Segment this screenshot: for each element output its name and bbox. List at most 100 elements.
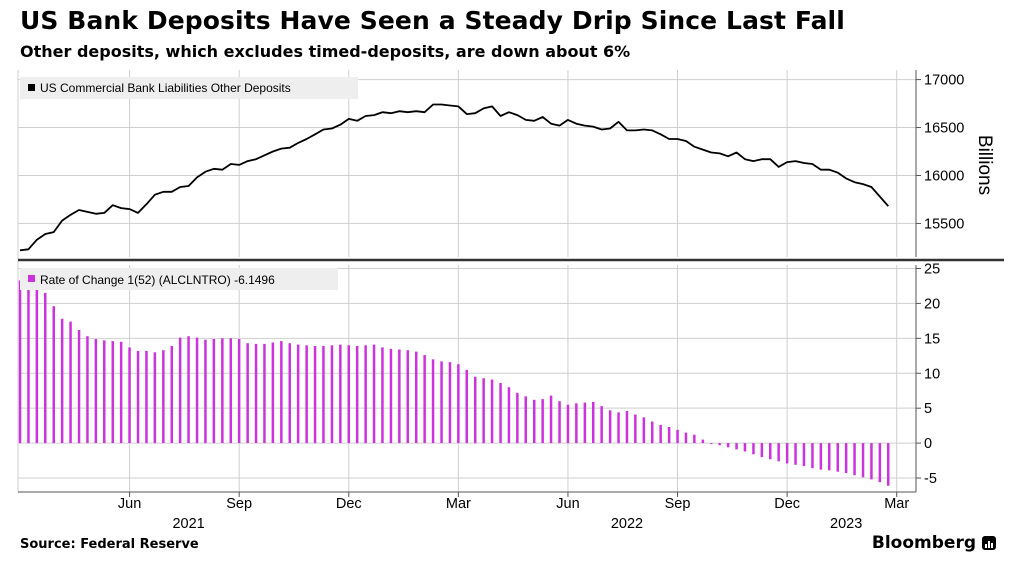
bottom-y-tick-label: 25 [924, 261, 940, 277]
bottom-y-tick-label: 10 [924, 366, 940, 382]
roc-bar [119, 341, 123, 444]
roc-bar [178, 337, 182, 444]
roc-bar [465, 369, 468, 444]
top-y-tick-label: 16000 [924, 168, 964, 184]
roc-bar [153, 352, 157, 444]
roc-bar [861, 443, 865, 478]
bloomberg-chart-icon [982, 536, 996, 550]
x-year-label: 2023 [830, 516, 862, 532]
roc-bar [440, 361, 443, 444]
roc-bar [44, 292, 47, 444]
roc-bar [735, 443, 738, 450]
x-month-label: Dec [336, 496, 362, 512]
roc-bar [381, 347, 384, 444]
roc-bar [221, 338, 224, 444]
roc-bar [372, 344, 376, 444]
roc-bar [507, 387, 511, 444]
top-panel-y-ticks: 15500 16000 16500 17000 [916, 73, 964, 232]
roc-bar [69, 321, 72, 444]
roc-bar [355, 346, 359, 444]
roc-bar [710, 443, 713, 444]
roc-bar [35, 282, 39, 444]
roc-bar [870, 443, 873, 480]
roc-bar [162, 350, 165, 444]
roc-bar [499, 383, 502, 444]
roc-bar [389, 348, 393, 444]
roc-bar [684, 432, 688, 444]
roc-bar [339, 344, 342, 444]
page-subtitle: Other deposits, which excludes timed-dep… [20, 42, 631, 61]
roc-bar [659, 424, 662, 444]
roc-bar [18, 280, 22, 444]
bottom-panel-legend: Rate of Change 1(52) (ALCLNTRO) -6.1496 [20, 268, 338, 290]
roc-bar [212, 339, 216, 444]
roc-bar [794, 443, 797, 465]
roc-bar [280, 341, 283, 444]
roc-bar [263, 343, 266, 444]
roc-bar [347, 345, 350, 444]
roc-bar [170, 346, 173, 444]
roc-bar [229, 338, 232, 444]
roc-bar [145, 350, 148, 444]
roc-bar [86, 336, 89, 444]
source-note: Source: Federal Reserve [20, 537, 199, 552]
roc-bar [296, 344, 300, 444]
bottom-panel-y-ticks: -5 0 5 10 15 20 25 [916, 261, 940, 487]
x-month-label: Mar [446, 496, 471, 512]
top-panel-y-axis-label: Billions [974, 135, 995, 195]
bottom-legend-swatch [28, 275, 35, 282]
bottom-legend-label: Rate of Change 1(52) (ALCLNTRO) -6.1496 [40, 273, 275, 287]
roc-bar [136, 350, 140, 444]
roc-bar [305, 345, 308, 444]
roc-bar [254, 343, 258, 444]
roc-bar [777, 443, 780, 462]
roc-bar [743, 443, 747, 452]
top-panel-grid [18, 70, 916, 257]
roc-bar [128, 347, 131, 444]
roc-bar [701, 439, 705, 444]
roc-bar [718, 443, 721, 446]
roc-bar [760, 443, 764, 458]
roc-bar [625, 411, 629, 444]
roc-bar [752, 443, 755, 455]
brand-name: Bloomberg [871, 533, 976, 553]
roc-bar [111, 341, 114, 444]
rate-of-change-bars [18, 280, 890, 486]
roc-bar [785, 443, 789, 464]
roc-bar [457, 364, 460, 444]
roc-bar [406, 350, 409, 444]
roc-bar [77, 330, 81, 444]
roc-bar [448, 362, 452, 444]
roc-bar [541, 399, 544, 444]
roc-bar [27, 286, 30, 444]
roc-bar [566, 404, 570, 444]
roc-bar [364, 345, 367, 444]
roc-bar [592, 401, 595, 444]
roc-bar [844, 443, 848, 474]
roc-bar [642, 417, 646, 444]
top-legend-label: US Commercial Bank Liabilities Other Dep… [40, 81, 291, 95]
roc-bar [60, 318, 64, 444]
bottom-y-tick-label: 5 [924, 401, 932, 417]
x-month-label: Sep [665, 496, 691, 512]
top-y-tick-label: 16500 [924, 121, 964, 137]
roc-bar [583, 402, 587, 444]
bloomberg-logo: Bloomberg [872, 533, 996, 553]
roc-bar [853, 443, 856, 476]
x-month-label: Dec [774, 496, 800, 512]
x-month-label: Sep [226, 496, 252, 512]
roc-bar [271, 342, 275, 444]
roc-bar [693, 434, 696, 444]
roc-bar [474, 376, 477, 444]
x-month-label: Jun [118, 496, 141, 512]
x-axis-ticks: Jun Sep Dec Mar Jun Sep Dec Mar 2021 2022 2023 [118, 492, 909, 532]
roc-bar [524, 396, 527, 444]
roc-bar [575, 403, 578, 444]
roc-bar [187, 336, 190, 444]
roc-bar [313, 346, 317, 444]
roc-bar [676, 429, 679, 444]
roc-bar [516, 392, 519, 444]
roc-bar [431, 359, 435, 444]
roc-bar [819, 443, 823, 470]
